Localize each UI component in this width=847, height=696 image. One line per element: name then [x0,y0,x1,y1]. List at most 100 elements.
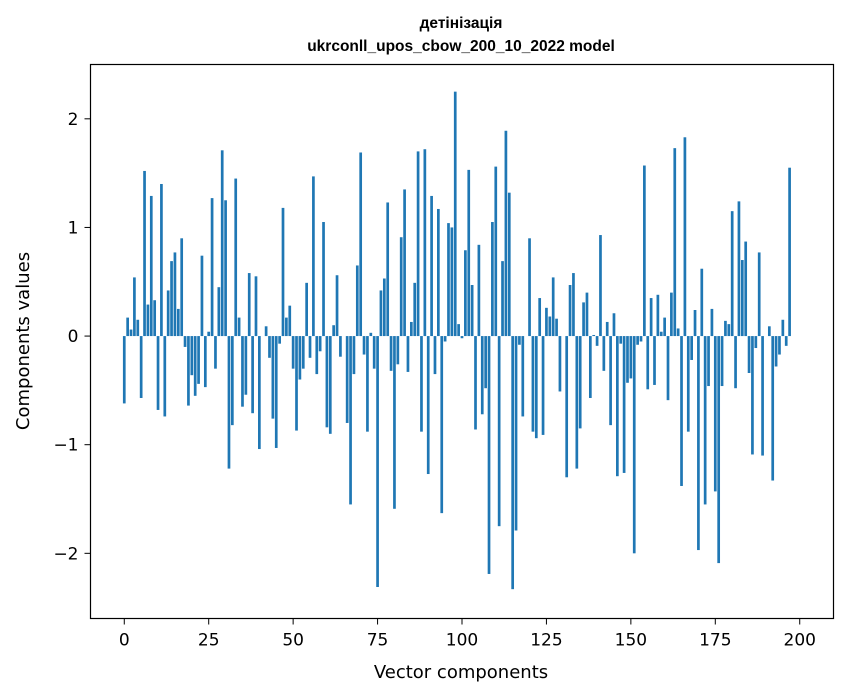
y-axis-label: Components values [13,252,34,430]
x-tick-label: 125 [530,631,562,651]
bar [653,336,656,385]
x-axis-ticks: 0 25 50 75 100 125 150 175 200 [119,618,816,651]
bar [730,211,734,337]
bar [511,336,515,590]
bar [308,336,312,358]
bar [160,183,163,337]
bar [217,287,221,337]
bar [497,336,501,527]
bar [453,91,457,337]
bar [291,336,295,369]
plot-frame [89,63,835,620]
bar [585,292,589,337]
bar [781,319,785,337]
bar [507,192,511,337]
y-tick-label: −2 [53,544,78,564]
bar [372,336,376,369]
bar [207,331,211,337]
bar [788,167,791,337]
bar [288,305,292,337]
bar [315,336,319,375]
bar [318,336,322,352]
bar [349,336,352,505]
bar [578,336,582,429]
bar [646,336,650,390]
bar [423,149,427,337]
bar [541,336,545,435]
y-tick-label: −1 [53,436,78,456]
x-tick-label: 75 [367,631,389,651]
bar [734,336,737,389]
bar [126,317,129,337]
bar [325,336,329,428]
x-tick-label: 150 [615,631,647,651]
x-axis-label: Vector components [374,662,548,683]
x-tick-label: 200 [784,631,816,651]
y-tick-label: 1 [68,218,79,238]
bar [619,336,623,344]
bar [386,202,390,337]
x-tick-label: 0 [119,631,130,651]
bar [298,336,302,380]
bar [406,336,410,372]
bar [143,170,146,337]
bar [220,150,224,337]
bar [609,336,612,426]
bar [724,320,727,337]
bar [727,324,731,337]
bar [447,223,450,337]
y-tick-label: 2 [68,110,79,130]
bar [170,261,173,337]
bar [572,273,575,337]
y-axis-ticks: −2 −1 0 1 2 [53,110,91,564]
bar [433,336,437,375]
x-tick-label: 100 [446,631,478,651]
chart-title-line-1: детінізація [420,15,503,32]
bar [548,316,552,337]
bar [214,336,217,369]
bar [416,151,420,337]
bar [683,137,687,337]
bar [568,285,572,337]
bar [521,336,525,417]
bar [686,336,690,432]
bar [460,336,464,339]
bar [558,336,562,392]
bar [251,336,254,414]
bar [295,336,298,431]
bar [632,336,636,554]
chart-title-line-2: ukrconll_upos_cbow_200_10_2022 model [307,38,615,55]
bar [588,336,592,398]
bar [703,336,707,505]
bar [247,273,251,337]
bar [673,148,677,337]
bar [666,336,670,401]
bar [757,252,761,337]
bar [494,166,498,337]
bar [457,324,460,337]
x-tick-label: 50 [282,631,304,651]
bar [501,261,504,337]
bar [430,195,433,337]
bar [514,336,518,531]
bar [504,130,508,337]
bar [413,282,417,337]
bar [369,332,373,337]
bar [605,321,609,337]
bar [224,200,227,337]
bar [697,336,700,551]
bar [626,336,629,383]
bar [335,275,339,337]
bar [740,260,744,337]
bar [477,244,481,337]
bar [565,336,569,478]
bar [301,336,305,369]
bar [622,336,626,473]
bar [409,321,413,337]
bar [403,189,406,337]
bar [680,336,683,486]
bar [440,336,444,514]
bar [663,317,666,337]
bar [355,265,359,337]
